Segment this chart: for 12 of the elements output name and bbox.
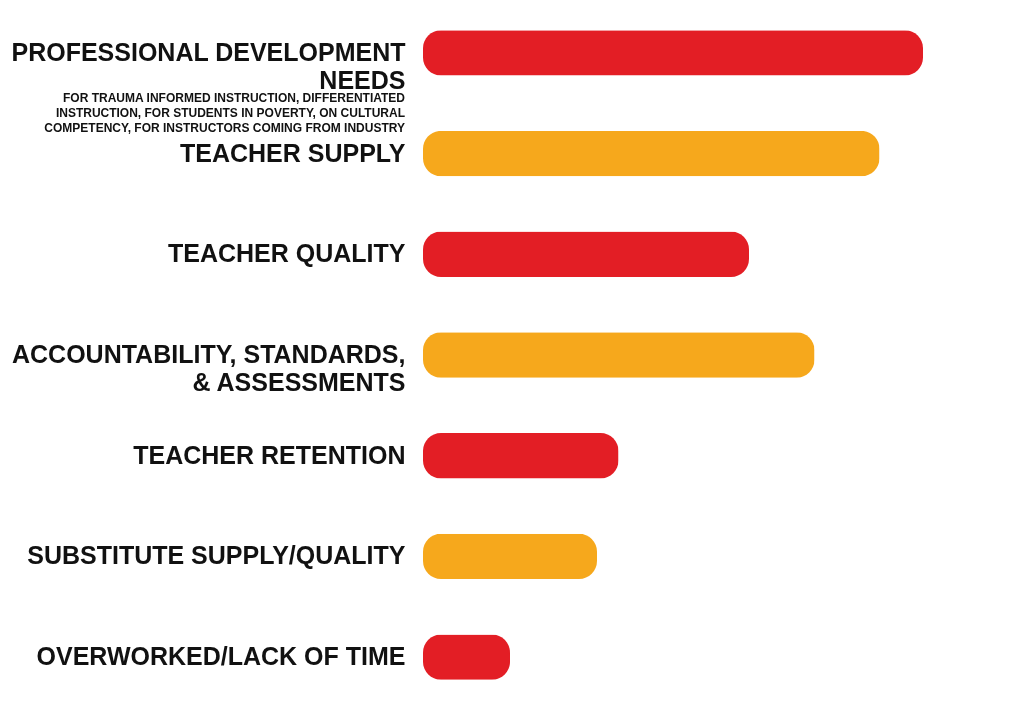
bar — [423, 30, 923, 76]
y-tick-label: TEACHER RETENTION — [133, 440, 406, 469]
bar — [423, 130, 880, 177]
y-tick-label: ACCOUNTABILITY, STANDARDS, & ASSESSMENTS — [11, 340, 406, 396]
bar — [423, 433, 619, 479]
y-tick-label: TEACHER QUALITY — [168, 239, 406, 268]
bar — [423, 533, 597, 580]
y-tick-label: SUBSTITUTE SUPPLY/QUALITY — [27, 541, 406, 570]
y-tick-label: TEACHER SUPPLY — [179, 138, 406, 167]
bar — [423, 231, 749, 277]
bar — [423, 332, 815, 378]
y-tick-label: OVERWORKED/LACK OF TIME — [36, 642, 406, 671]
